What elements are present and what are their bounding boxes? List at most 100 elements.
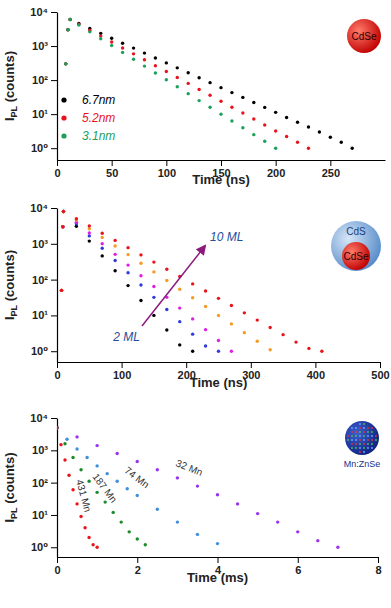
y-tick-mark	[51, 114, 57, 115]
y-tick: 10¹	[32, 309, 57, 321]
x-tick-mark	[315, 362, 316, 368]
data-point	[176, 76, 179, 79]
data-point	[62, 210, 65, 213]
data-point	[126, 246, 129, 249]
x-tick-label: 400	[307, 369, 325, 381]
icon-dot	[363, 435, 365, 437]
series	[60, 210, 272, 352]
data-point	[320, 350, 323, 353]
x-tick-mark	[218, 557, 219, 563]
data-point	[217, 350, 220, 353]
data-point	[219, 86, 222, 89]
data-point	[65, 438, 68, 441]
data-point	[144, 543, 147, 546]
icon-dot	[347, 439, 349, 441]
data-point	[276, 520, 279, 523]
series	[57, 426, 147, 546]
data-point	[152, 260, 155, 263]
y-tick-label: 10¹	[32, 309, 48, 321]
x-tick-mark	[221, 160, 222, 166]
data-point	[256, 512, 259, 515]
x-axis-title: Time (ns)	[190, 375, 248, 390]
y-tick-mark	[51, 315, 57, 316]
annotation-label: 2 ML	[112, 330, 140, 344]
x-tick-mark	[137, 557, 138, 563]
data-point	[241, 126, 244, 129]
legend-label: 3.1nm	[82, 129, 115, 143]
y-tick-label: 10⁰	[31, 345, 48, 357]
data-point	[64, 62, 67, 65]
data-point	[208, 81, 211, 84]
data-point	[230, 119, 233, 122]
data-point	[197, 88, 200, 91]
data-point	[87, 536, 90, 539]
data-point	[64, 62, 67, 65]
inset-icon: Mn:ZnSe	[344, 421, 381, 469]
icon-dot	[359, 451, 361, 453]
y-tick-label: 10³	[32, 40, 48, 52]
data-point	[71, 488, 74, 491]
data-point	[66, 28, 69, 31]
series	[60, 210, 195, 353]
data-point	[60, 289, 63, 292]
data-point	[156, 508, 159, 511]
icon-dot	[375, 435, 377, 437]
x-tick-mark	[378, 557, 379, 563]
data-point	[87, 480, 90, 483]
data-point	[128, 530, 131, 533]
data-point	[113, 239, 116, 242]
data-point	[178, 343, 181, 346]
icon-dot	[351, 447, 353, 449]
x-tick: 6	[295, 557, 301, 576]
data-point	[126, 284, 129, 287]
icon-dot	[351, 435, 353, 437]
data-point	[217, 297, 220, 300]
data-point	[165, 308, 168, 311]
icon-dot	[375, 439, 377, 441]
x-tick-mark	[112, 160, 113, 166]
plot-area	[60, 210, 324, 353]
y-axis: 10⁰10¹10²10³10⁴	[30, 202, 57, 362]
data-point	[296, 530, 299, 533]
data-point	[256, 318, 259, 321]
legend: 6.7nm5.2nm3.1nm	[61, 93, 115, 143]
data-point	[176, 85, 179, 88]
data-point	[101, 236, 104, 239]
icon-core	[347, 19, 381, 53]
icon-dot	[359, 443, 361, 445]
x-tick-label: 0	[54, 167, 60, 179]
x-tick: 400	[307, 362, 325, 381]
series-label: 431 Mn	[74, 478, 93, 513]
data-point	[252, 133, 255, 136]
data-point	[79, 515, 82, 518]
data-point	[178, 306, 181, 309]
x-tick-label: 2	[135, 564, 141, 576]
data-point	[77, 23, 80, 26]
y-tick-mark	[51, 483, 57, 484]
y-tick-label: 10³	[32, 238, 48, 250]
data-point	[57, 426, 59, 429]
data-point	[95, 491, 98, 494]
data-point	[75, 217, 78, 220]
data-point	[263, 106, 266, 109]
data-point	[318, 130, 321, 133]
y-tick: 10⁴	[30, 6, 57, 18]
y-axis-title-sub: PL	[9, 304, 19, 316]
y-tick-label: 10⁰	[31, 142, 48, 154]
data-point	[79, 468, 82, 471]
x-tick: 0	[54, 160, 60, 179]
data-point	[110, 37, 113, 40]
data-point	[165, 328, 168, 331]
y-tick: 10³	[32, 444, 57, 456]
y-tick-label: 10²	[32, 477, 48, 489]
data-point	[216, 542, 219, 545]
y-axis-title-sub: PL	[9, 507, 19, 519]
x-tick: 100	[158, 160, 176, 179]
data-point	[178, 320, 181, 323]
data-point	[197, 99, 200, 102]
icon-dot	[367, 439, 369, 441]
data-point	[67, 473, 70, 476]
icon-dot	[363, 427, 365, 429]
x-tick-label: 100	[113, 369, 131, 381]
annotation-label: 10 ML	[210, 230, 243, 244]
